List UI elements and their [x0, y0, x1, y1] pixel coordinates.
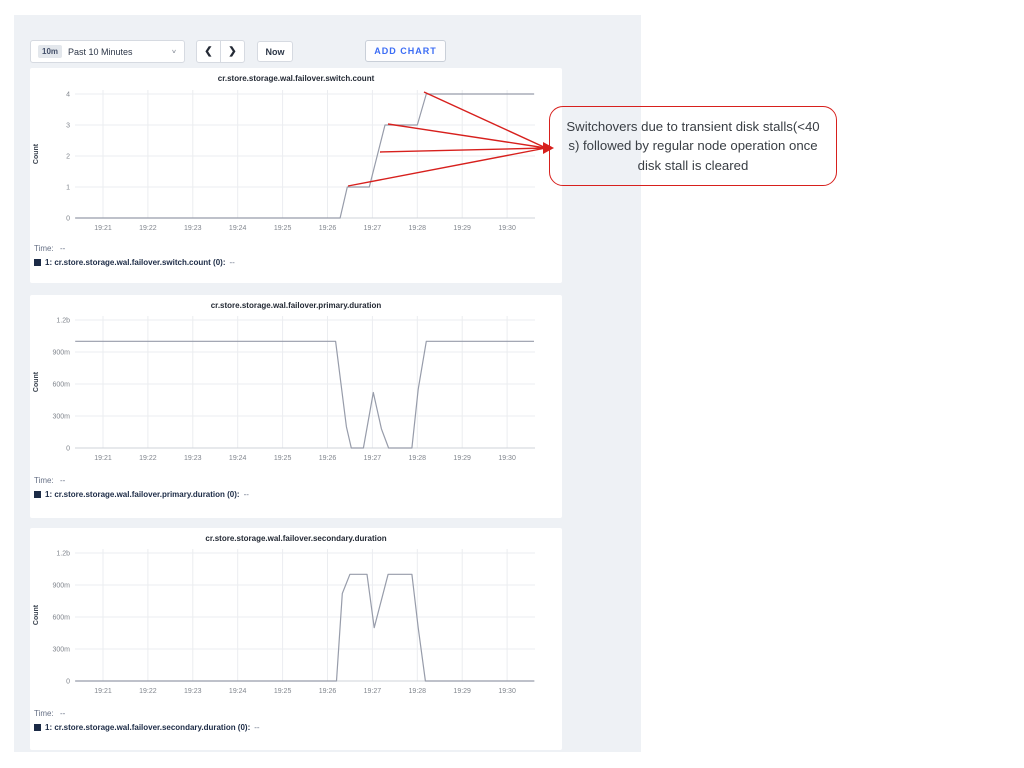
- legend-label: 1: cr.store.storage.wal.failover.seconda…: [45, 723, 251, 732]
- time-row: Time: --: [34, 476, 562, 485]
- svg-text:19:30: 19:30: [498, 455, 516, 462]
- time-range-select[interactable]: 10m Past 10 Minutes ∨: [30, 40, 185, 63]
- svg-text:19:21: 19:21: [94, 688, 112, 695]
- legend-row: 1: cr.store.storage.wal.failover.primary…: [34, 490, 562, 499]
- svg-text:19:26: 19:26: [319, 688, 337, 695]
- svg-text:19:22: 19:22: [139, 225, 157, 232]
- svg-text:19:23: 19:23: [184, 455, 202, 462]
- svg-text:1: 1: [66, 185, 70, 192]
- chart-card-primary-duration: cr.store.storage.wal.failover.primary.du…: [30, 295, 562, 518]
- chart-card-switch-count: cr.store.storage.wal.failover.switch.cou…: [30, 68, 562, 283]
- svg-text:19:24: 19:24: [229, 455, 247, 462]
- svg-text:19:30: 19:30: [498, 688, 516, 695]
- legend-label: 1: cr.store.storage.wal.failover.switch.…: [45, 258, 226, 267]
- chart-plot-switch-count[interactable]: 0 1 2 3 4 19:21 19:22 19:23 19:24 19:25 19:26 19:27…: [30, 84, 562, 236]
- annotation-text: Switchovers due to transient disk stalls…: [566, 119, 820, 173]
- svg-text:Count: Count: [33, 143, 40, 164]
- legend-swatch-icon: [34, 259, 41, 266]
- svg-text:900m: 900m: [52, 582, 70, 589]
- svg-text:Count: Count: [33, 604, 40, 625]
- svg-text:19:27: 19:27: [364, 225, 382, 232]
- svg-text:19:24: 19:24: [229, 225, 247, 232]
- chevron-down-icon: ∨: [171, 48, 177, 55]
- svg-text:19:30: 19:30: [498, 225, 516, 232]
- svg-text:19:21: 19:21: [94, 225, 112, 232]
- svg-text:19:27: 19:27: [364, 455, 382, 462]
- chart-title: cr.store.storage.wal.failover.switch.cou…: [217, 74, 375, 83]
- legend-swatch-icon: [34, 491, 41, 498]
- time-row: Time: --: [34, 244, 562, 253]
- svg-text:900m: 900m: [52, 349, 70, 356]
- svg-text:300m: 300m: [52, 413, 70, 420]
- svg-text:1.2b: 1.2b: [56, 317, 70, 324]
- svg-text:19:26: 19:26: [319, 225, 337, 232]
- now-button[interactable]: Now: [257, 41, 293, 62]
- svg-text:19:24: 19:24: [229, 688, 247, 695]
- legend-value: --: [254, 723, 260, 732]
- svg-text:19:26: 19:26: [319, 455, 337, 462]
- add-chart-button[interactable]: ADD CHART: [365, 40, 446, 62]
- next-button[interactable]: ❯: [220, 40, 245, 63]
- prev-button[interactable]: ❮: [196, 40, 221, 63]
- svg-text:19:25: 19:25: [274, 225, 292, 232]
- time-row-value: --: [59, 709, 66, 718]
- svg-text:19:27: 19:27: [364, 688, 382, 695]
- svg-text:19:21: 19:21: [94, 455, 112, 462]
- dashboard-content-panel: 10m Past 10 Minutes ∨ ❮ ❯ Now ADD CHART …: [14, 15, 641, 752]
- time-range-badge: 10m: [38, 45, 63, 58]
- legend-row: 1: cr.store.storage.wal.failover.seconda…: [34, 723, 562, 732]
- chart-title: cr.store.storage.wal.failover.primary.du…: [210, 301, 382, 310]
- svg-text:19:28: 19:28: [409, 225, 427, 232]
- legend-value: --: [243, 490, 249, 499]
- svg-text:0: 0: [66, 679, 70, 686]
- svg-text:19:28: 19:28: [409, 455, 427, 462]
- time-row-label: Time:: [34, 476, 54, 485]
- annotation-callout: Switchovers due to transient disk stalls…: [549, 106, 837, 186]
- svg-text:3: 3: [66, 123, 70, 130]
- legend-label: 1: cr.store.storage.wal.failover.primary…: [45, 490, 240, 499]
- svg-text:300m: 300m: [52, 646, 70, 653]
- chart-card-secondary-duration: cr.store.storage.wal.failover.secondary.…: [30, 528, 562, 750]
- time-row: Time: --: [34, 709, 562, 718]
- svg-text:19:28: 19:28: [409, 688, 427, 695]
- time-nav-group: ❮ ❯: [196, 40, 245, 63]
- svg-text:2: 2: [66, 154, 70, 161]
- legend-value: --: [229, 258, 235, 267]
- time-row-label: Time:: [34, 244, 54, 253]
- legend-swatch-icon: [34, 724, 41, 731]
- svg-text:19:29: 19:29: [453, 225, 471, 232]
- svg-text:19:23: 19:23: [184, 225, 202, 232]
- svg-text:1.2b: 1.2b: [56, 550, 70, 557]
- chevron-left-icon: ❮: [204, 46, 213, 57]
- svg-text:19:22: 19:22: [139, 455, 157, 462]
- svg-text:19:23: 19:23: [184, 688, 202, 695]
- svg-text:0: 0: [66, 446, 70, 453]
- svg-text:19:22: 19:22: [139, 688, 157, 695]
- chevron-right-icon: ❯: [228, 46, 237, 57]
- svg-text:600m: 600m: [52, 381, 70, 388]
- svg-text:0: 0: [66, 216, 70, 223]
- svg-text:4: 4: [66, 92, 70, 99]
- time-range-label: Past 10 Minutes: [68, 46, 133, 57]
- svg-text:600m: 600m: [52, 614, 70, 621]
- chart-title: cr.store.storage.wal.failover.secondary.…: [205, 534, 387, 543]
- svg-text:19:25: 19:25: [274, 688, 292, 695]
- svg-text:19:29: 19:29: [453, 455, 471, 462]
- chart-plot-primary-duration[interactable]: 0 300m 600m 900m 1.2b 19:21 19:22 19:23 19:24 19:…: [30, 311, 562, 468]
- chart-plot-secondary-duration[interactable]: 0 300m 600m 900m 1.2b 19:21 19:22 19:23 19:24 19:…: [30, 544, 562, 701]
- legend-row: 1: cr.store.storage.wal.failover.switch.…: [34, 258, 562, 267]
- time-row-value: --: [59, 244, 66, 253]
- time-row-label: Time:: [34, 709, 54, 718]
- svg-text:19:29: 19:29: [453, 688, 471, 695]
- time-row-value: --: [59, 476, 66, 485]
- svg-text:19:25: 19:25: [274, 455, 292, 462]
- svg-text:Count: Count: [33, 371, 40, 392]
